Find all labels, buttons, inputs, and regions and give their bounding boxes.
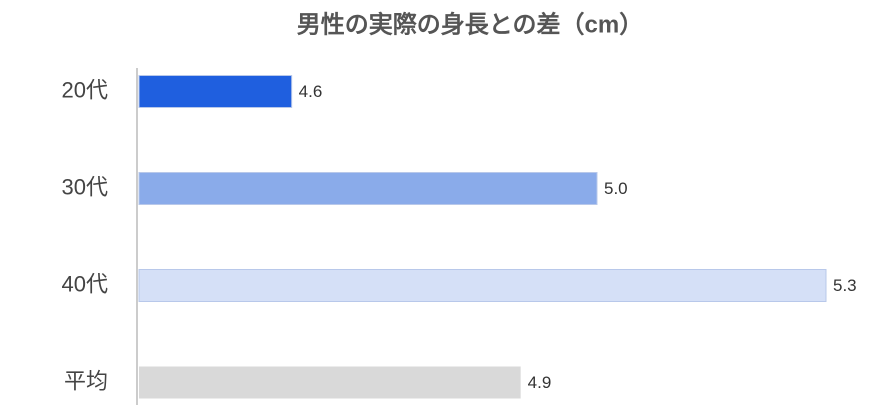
chart-title: 男性の実際の身長との差（cm） bbox=[297, 10, 643, 38]
y-tick-label: 40代 bbox=[62, 271, 108, 296]
value-label: 4.6 bbox=[299, 82, 323, 101]
value-label: 5.3 bbox=[833, 276, 857, 295]
y-tick-label: 20代 bbox=[62, 77, 108, 102]
value-label: 4.9 bbox=[528, 373, 552, 392]
bar bbox=[138, 269, 827, 302]
y-tick-label: 平均 bbox=[64, 368, 108, 393]
y-tick-label: 30代 bbox=[62, 174, 108, 199]
bar bbox=[138, 172, 598, 205]
value-label: 5.0 bbox=[604, 179, 628, 198]
bar bbox=[138, 75, 293, 108]
bar bbox=[139, 366, 521, 399]
